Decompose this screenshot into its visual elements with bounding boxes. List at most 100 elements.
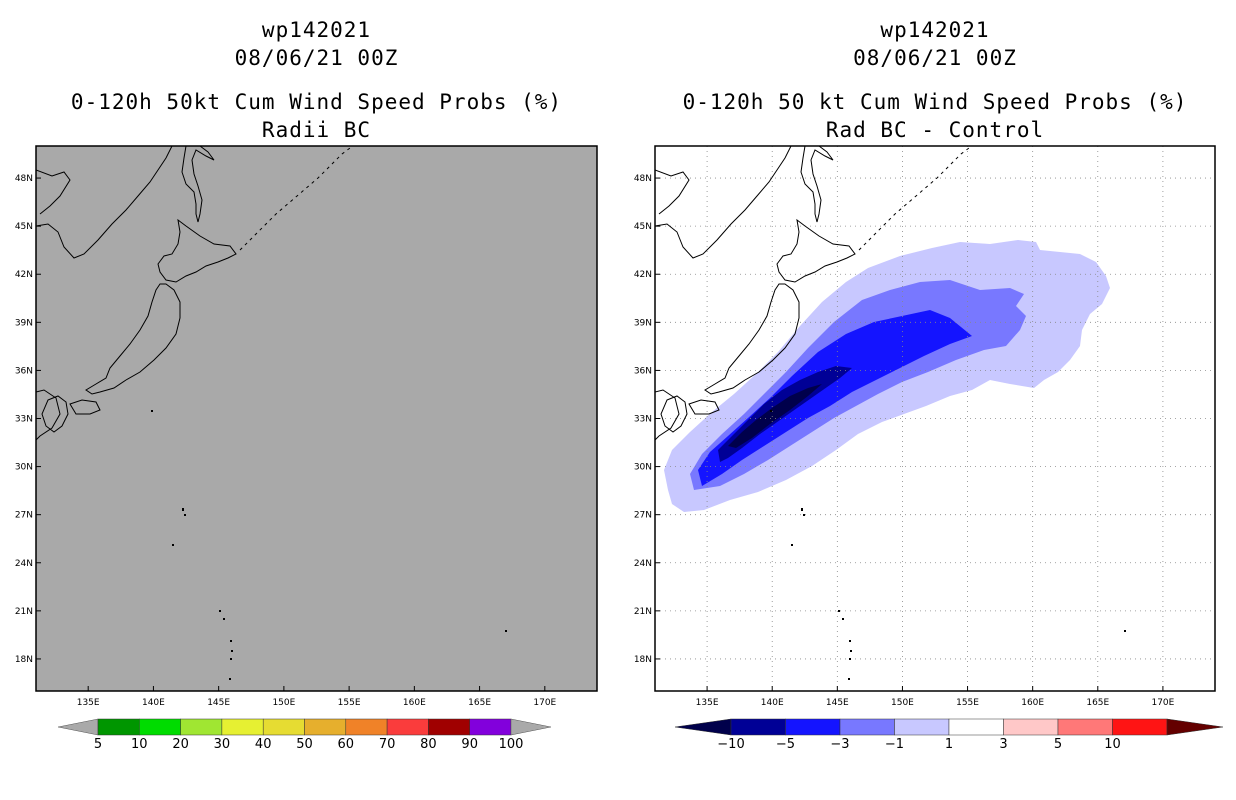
colorbar-swatch — [97, 718, 140, 736]
colorbar-label: 20 — [172, 737, 189, 752]
right-x-tick-label: 155E — [956, 698, 979, 708]
right-x-tick-label: 150E — [891, 698, 914, 708]
right-y-tick-label: 42N — [634, 270, 652, 280]
left-y-tick-label: 48N — [15, 174, 33, 184]
right-x-tick-label: 170E — [1151, 698, 1174, 708]
left-storm-id: wp142021 — [261, 18, 372, 42]
colorbar-label: 50 — [296, 737, 313, 752]
colorbar-label: 5 — [94, 737, 102, 752]
right-y-tick-label: 18N — [634, 655, 652, 665]
colorbar-swatch — [948, 718, 1004, 736]
right-datetime: 08/06/21 00Z — [853, 46, 1017, 70]
left-x-tick-label: 135E — [77, 698, 100, 708]
colorbar-swatch — [730, 718, 786, 736]
colorbar-end-high — [510, 718, 552, 736]
colorbar-swatch — [304, 718, 347, 736]
colorbar-label: 5 — [1054, 737, 1062, 752]
colorbar-swatch — [345, 718, 388, 736]
left-x-tick-label: 155E — [338, 698, 361, 708]
right-y-tick-label: 33N — [634, 415, 652, 425]
colorbar-end-high — [1166, 718, 1224, 736]
right-y-tick-label: 39N — [634, 318, 652, 328]
right-x-axis: 135E 140E 145E 150E 155E 160E 165E 170E — [696, 686, 1175, 708]
left-y-tick-label: 24N — [15, 559, 33, 569]
right-y-axis: 48N 45N 42N 39N 36N 33N 30N 27N 24N 21N 18N — [634, 174, 660, 665]
colorbar-label: −1 — [885, 737, 904, 752]
colorbar-swatch — [894, 718, 950, 736]
left-y-tick-label: 21N — [15, 607, 33, 617]
colorbar-label: 30 — [214, 737, 231, 752]
right-chart-subtitle: Rad BC - Control — [825, 118, 1045, 142]
left-x-axis: 135E 140E 145E 150E 155E 160E 165E 170E — [77, 686, 557, 708]
colorbar-swatch — [428, 718, 470, 736]
left-x-tick-label: 165E — [468, 698, 491, 708]
colorbar-label: 10 — [1104, 737, 1121, 752]
left-chart-title: 0-120h 50kt Cum Wind Speed Probs (%) — [70, 90, 563, 114]
right-x-tick-label: 140E — [761, 698, 784, 708]
colorbar-label: −5 — [776, 737, 795, 752]
left-y-axis: 48N 45N 42N 39N 36N 33N 30N 27N 24N 21N 18N — [15, 174, 41, 665]
left-x-tick-label: 160E — [403, 698, 426, 708]
right-y-tick-label: 36N — [634, 366, 652, 376]
right-x-tick-label: 160E — [1021, 698, 1044, 708]
right-y-tick-label: 21N — [634, 607, 652, 617]
right-x-tick-label: 145E — [826, 698, 849, 708]
left-map-background — [36, 146, 597, 691]
contour-minus5 — [698, 310, 972, 486]
colorbar-label: −10 — [717, 737, 744, 752]
left-y-tick-label: 33N — [15, 415, 33, 425]
contour-minus10-core — [728, 384, 822, 448]
right-colorbar: −10 −5 −3 −1 1 3 5 10 — [674, 718, 1224, 752]
colorbar-label: 1 — [945, 737, 953, 752]
right-y-tick-label: 45N — [634, 222, 652, 232]
right-x-tick-label: 135E — [696, 698, 719, 708]
colorbar-label: 40 — [255, 737, 272, 752]
colorbar-end-low — [674, 718, 732, 736]
colorbar-label: 70 — [379, 737, 396, 752]
colorbar-swatch — [139, 718, 181, 736]
right-grid-lines — [655, 146, 1215, 691]
right-y-tick-label: 48N — [634, 174, 652, 184]
left-chart-subtitle: Radii BC — [261, 118, 372, 142]
colorbar-swatch — [180, 718, 223, 736]
colorbar-swatch — [1057, 718, 1113, 736]
colorbar-label: 10 — [131, 737, 148, 752]
right-map-panel: 48N 45N 42N 39N 36N 33N 30N 27N 24N 21N 18N 135E 14… — [634, 145, 1216, 708]
colorbar-end-low — [57, 718, 99, 736]
right-y-tick-label: 30N — [634, 463, 652, 473]
left-y-tick-label: 45N — [15, 222, 33, 232]
colorbar-label: 60 — [338, 737, 355, 752]
colorbar-swatch — [221, 718, 264, 736]
left-y-tick-label: 39N — [15, 318, 33, 328]
left-y-tick-label: 18N — [15, 655, 33, 665]
colorbar-swatch — [386, 718, 429, 736]
colorbar-swatch — [839, 718, 895, 736]
colorbar-swatch — [469, 718, 512, 736]
left-y-tick-label: 36N — [15, 366, 33, 376]
colorbar-swatch — [1003, 718, 1059, 736]
left-y-tick-label: 27N — [15, 511, 33, 521]
colorbar-label: 90 — [461, 737, 478, 752]
left-x-tick-label: 150E — [272, 698, 295, 708]
left-colorbar: 5 10 20 30 40 50 60 70 80 90 100 — [57, 718, 552, 752]
left-map-panel: 48N 45N 42N 39N 36N 33N 30N 27N 24N 21N 18N 135E 14… — [15, 145, 598, 708]
swath-contours — [664, 240, 1110, 512]
colorbar-label: 80 — [420, 737, 437, 752]
right-storm-id: wp142021 — [880, 18, 990, 42]
colorbar-label: 100 — [499, 737, 524, 752]
left-x-tick-label: 140E — [142, 698, 165, 708]
right-x-tick-label: 165E — [1086, 698, 1109, 708]
colorbar-label: 3 — [999, 737, 1007, 752]
left-y-tick-label: 30N — [15, 463, 33, 473]
colorbar-label: −3 — [830, 737, 849, 752]
colorbar-swatch — [1112, 718, 1168, 736]
left-y-tick-label: 42N — [15, 270, 33, 280]
right-chart-title: 0-120h 50 kt Cum Wind Speed Probs (%) — [682, 90, 1188, 114]
left-x-tick-label: 145E — [207, 698, 230, 708]
colorbar-swatch — [785, 718, 841, 736]
left-x-tick-label: 170E — [533, 698, 556, 708]
colorbar-swatch — [262, 718, 305, 736]
right-y-tick-label: 24N — [634, 559, 652, 569]
right-y-tick-label: 27N — [634, 511, 652, 521]
